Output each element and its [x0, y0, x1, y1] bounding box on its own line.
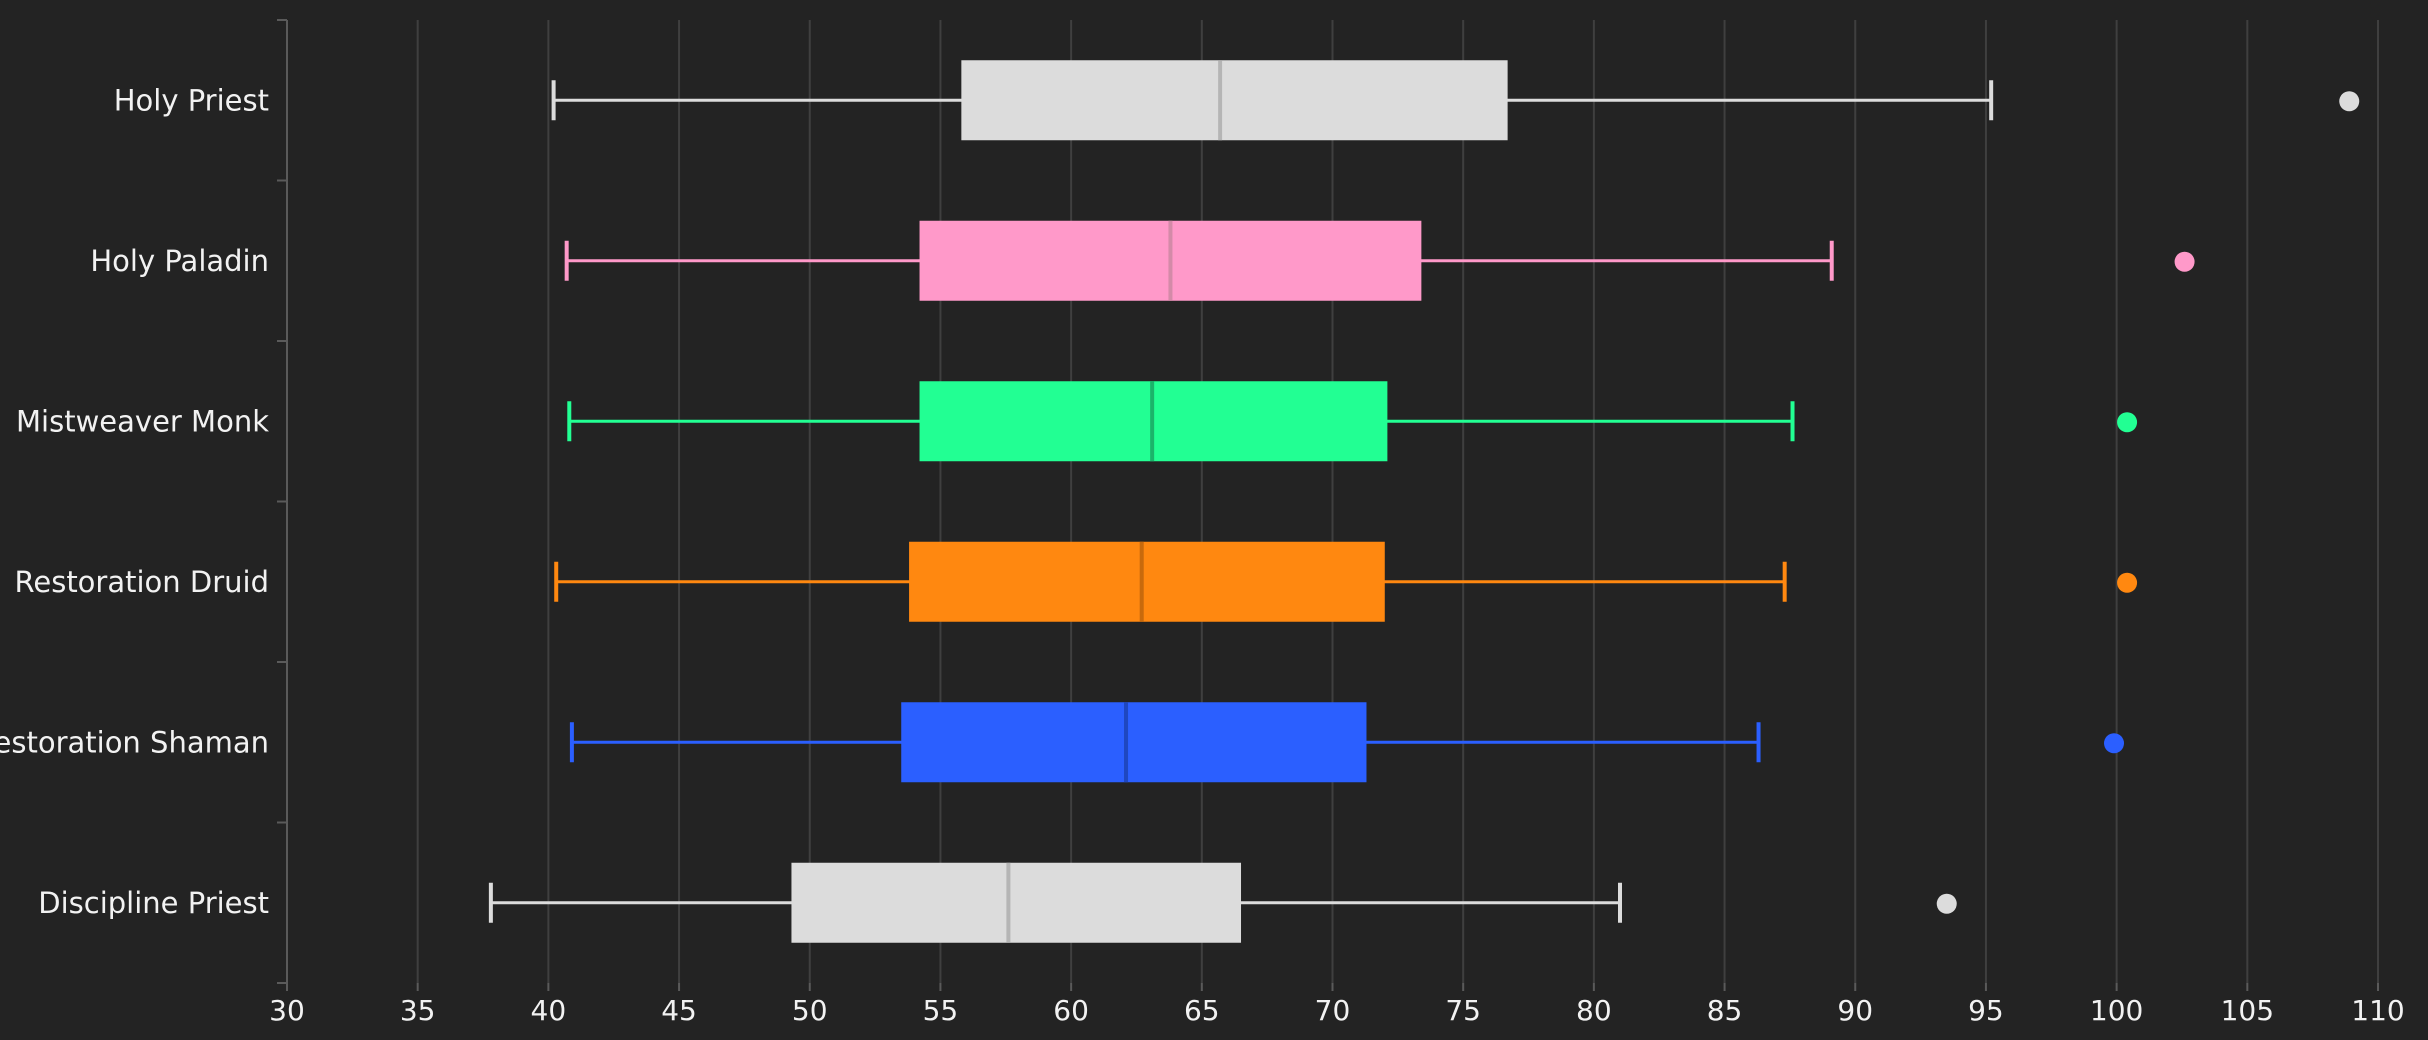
- outlier-point-holy-priest: [2339, 91, 2360, 112]
- box-discipline-priest: [488, 862, 1957, 943]
- x-tick-label-50: 50: [792, 994, 828, 1027]
- axis-layer: 30 35 40 45 50 55 60 65 70 75 80 85 90 95 100 105 110: [269, 19, 2405, 1027]
- x-tick-label-80: 80: [1576, 994, 1612, 1027]
- x-tick-label-45: 45: [661, 994, 697, 1027]
- label-layer: Holy Priest Holy Paladin Mistweaver Monk Re…: [0, 83, 269, 920]
- category-label-restoration-druid: Restoration Druid: [15, 565, 269, 599]
- x-tick-label-105: 105: [2221, 994, 2274, 1027]
- category-label-restoration-shaman: Restoration Shaman: [0, 725, 269, 759]
- x-tick-label-110: 110: [2351, 994, 2404, 1027]
- x-tick-label-75: 75: [1445, 994, 1481, 1027]
- box-restoration-shaman: [569, 702, 2125, 783]
- category-label-discipline-priest: Discipline Priest: [38, 886, 269, 920]
- iqr-box-restoration-druid: [909, 541, 1385, 622]
- outlier-point-restoration-shaman: [2104, 733, 2125, 754]
- x-tick-label-65: 65: [1184, 994, 1220, 1027]
- outlier-point-restoration-druid: [2117, 572, 2138, 593]
- box-layer: [488, 60, 2360, 943]
- x-tick-label-85: 85: [1707, 994, 1743, 1027]
- x-tick-label-35: 35: [400, 994, 436, 1027]
- outlier-point-holy-paladin: [2174, 251, 2195, 272]
- x-tick-label-95: 95: [1968, 994, 2004, 1027]
- x-tick-label-55: 55: [923, 994, 959, 1027]
- x-tick-label-60: 60: [1053, 994, 1089, 1027]
- x-tick-label-40: 40: [531, 994, 567, 1027]
- box-holy-priest: [551, 60, 2360, 141]
- box-restoration-druid: [554, 541, 2138, 622]
- iqr-box-restoration-shaman: [901, 702, 1367, 783]
- category-label-mistweaver-monk: Mistweaver Monk: [16, 404, 269, 438]
- box-mistweaver-monk: [567, 381, 2138, 462]
- category-label-holy-priest: Holy Priest: [114, 83, 269, 117]
- outlier-point-mistweaver-monk: [2117, 412, 2138, 433]
- x-tick-label-100: 100: [2090, 994, 2143, 1027]
- outlier-point-discipline-priest: [1936, 893, 1957, 914]
- iqr-box-holy-priest: [961, 60, 1508, 141]
- iqr-box-discipline-priest: [791, 862, 1242, 943]
- grid-layer: [416, 20, 2379, 983]
- x-tick-label-30: 30: [269, 994, 305, 1027]
- x-tick-label-90: 90: [1837, 994, 1873, 1027]
- box-holy-paladin: [564, 220, 2195, 301]
- category-label-holy-paladin: Holy Paladin: [90, 244, 269, 278]
- x-tick-label-70: 70: [1315, 994, 1351, 1027]
